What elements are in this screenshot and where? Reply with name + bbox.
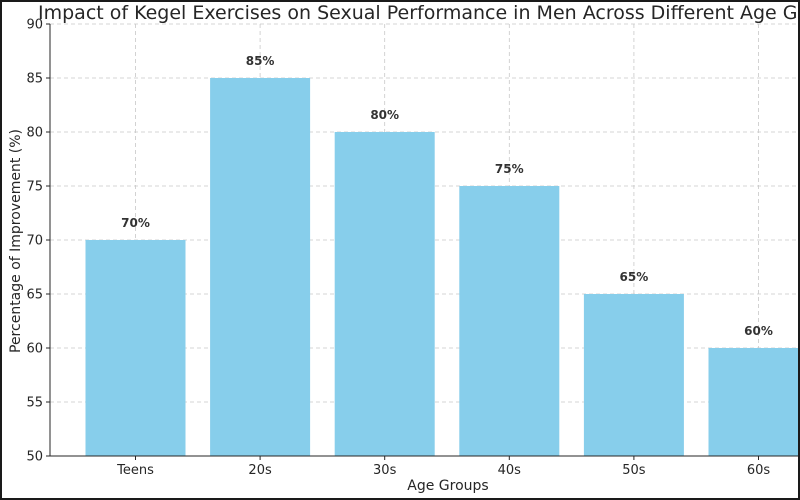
- x-tick-label: 30s: [373, 463, 397, 478]
- bar-20s: [210, 78, 311, 456]
- y-tick-label: 75: [26, 180, 43, 195]
- y-tick-label: 70: [26, 234, 43, 249]
- data-label: 65%: [620, 270, 649, 284]
- data-label: 70%: [121, 216, 150, 230]
- x-tick-label: 40s: [498, 463, 522, 478]
- y-tick-label: 55: [26, 396, 43, 411]
- x-tick-label: Teens: [116, 463, 154, 478]
- data-label: 80%: [370, 108, 399, 122]
- data-label: 85%: [246, 54, 275, 68]
- y-tick-label: 60: [26, 342, 43, 357]
- y-tick-label: 50: [26, 450, 43, 465]
- y-axis-label: Percentage of Improvement (%): [8, 129, 24, 353]
- y-tick-label: 90: [26, 18, 43, 33]
- chart-title: Impact of Kegel Exercises on Sexual Perf…: [38, 2, 798, 24]
- data-label: 60%: [744, 324, 773, 338]
- y-axis-ticks: 50 55 60 65 70 75 80 85 90: [26, 18, 50, 465]
- bars: [85, 78, 798, 456]
- bar-30s: [334, 132, 435, 456]
- y-tick-label: 80: [26, 126, 43, 141]
- bar-50s: [583, 294, 684, 456]
- x-tick-label: 20s: [248, 463, 272, 478]
- bar-40s: [459, 186, 560, 456]
- data-label: 75%: [495, 162, 524, 176]
- bar-teens: [85, 240, 186, 456]
- x-tick-label: 50s: [622, 463, 646, 478]
- bar-60s: [708, 348, 798, 456]
- data-labels: 70% 85% 80% 75% 65% 60%: [121, 54, 773, 338]
- y-tick-label: 65: [26, 288, 43, 303]
- x-tick-label: 60s: [747, 463, 771, 478]
- y-tick-label: 85: [26, 72, 43, 87]
- x-axis-label: Age Groups: [407, 478, 488, 494]
- x-axis-ticks: Teens 20s 30s 40s 50s 60s: [116, 456, 770, 478]
